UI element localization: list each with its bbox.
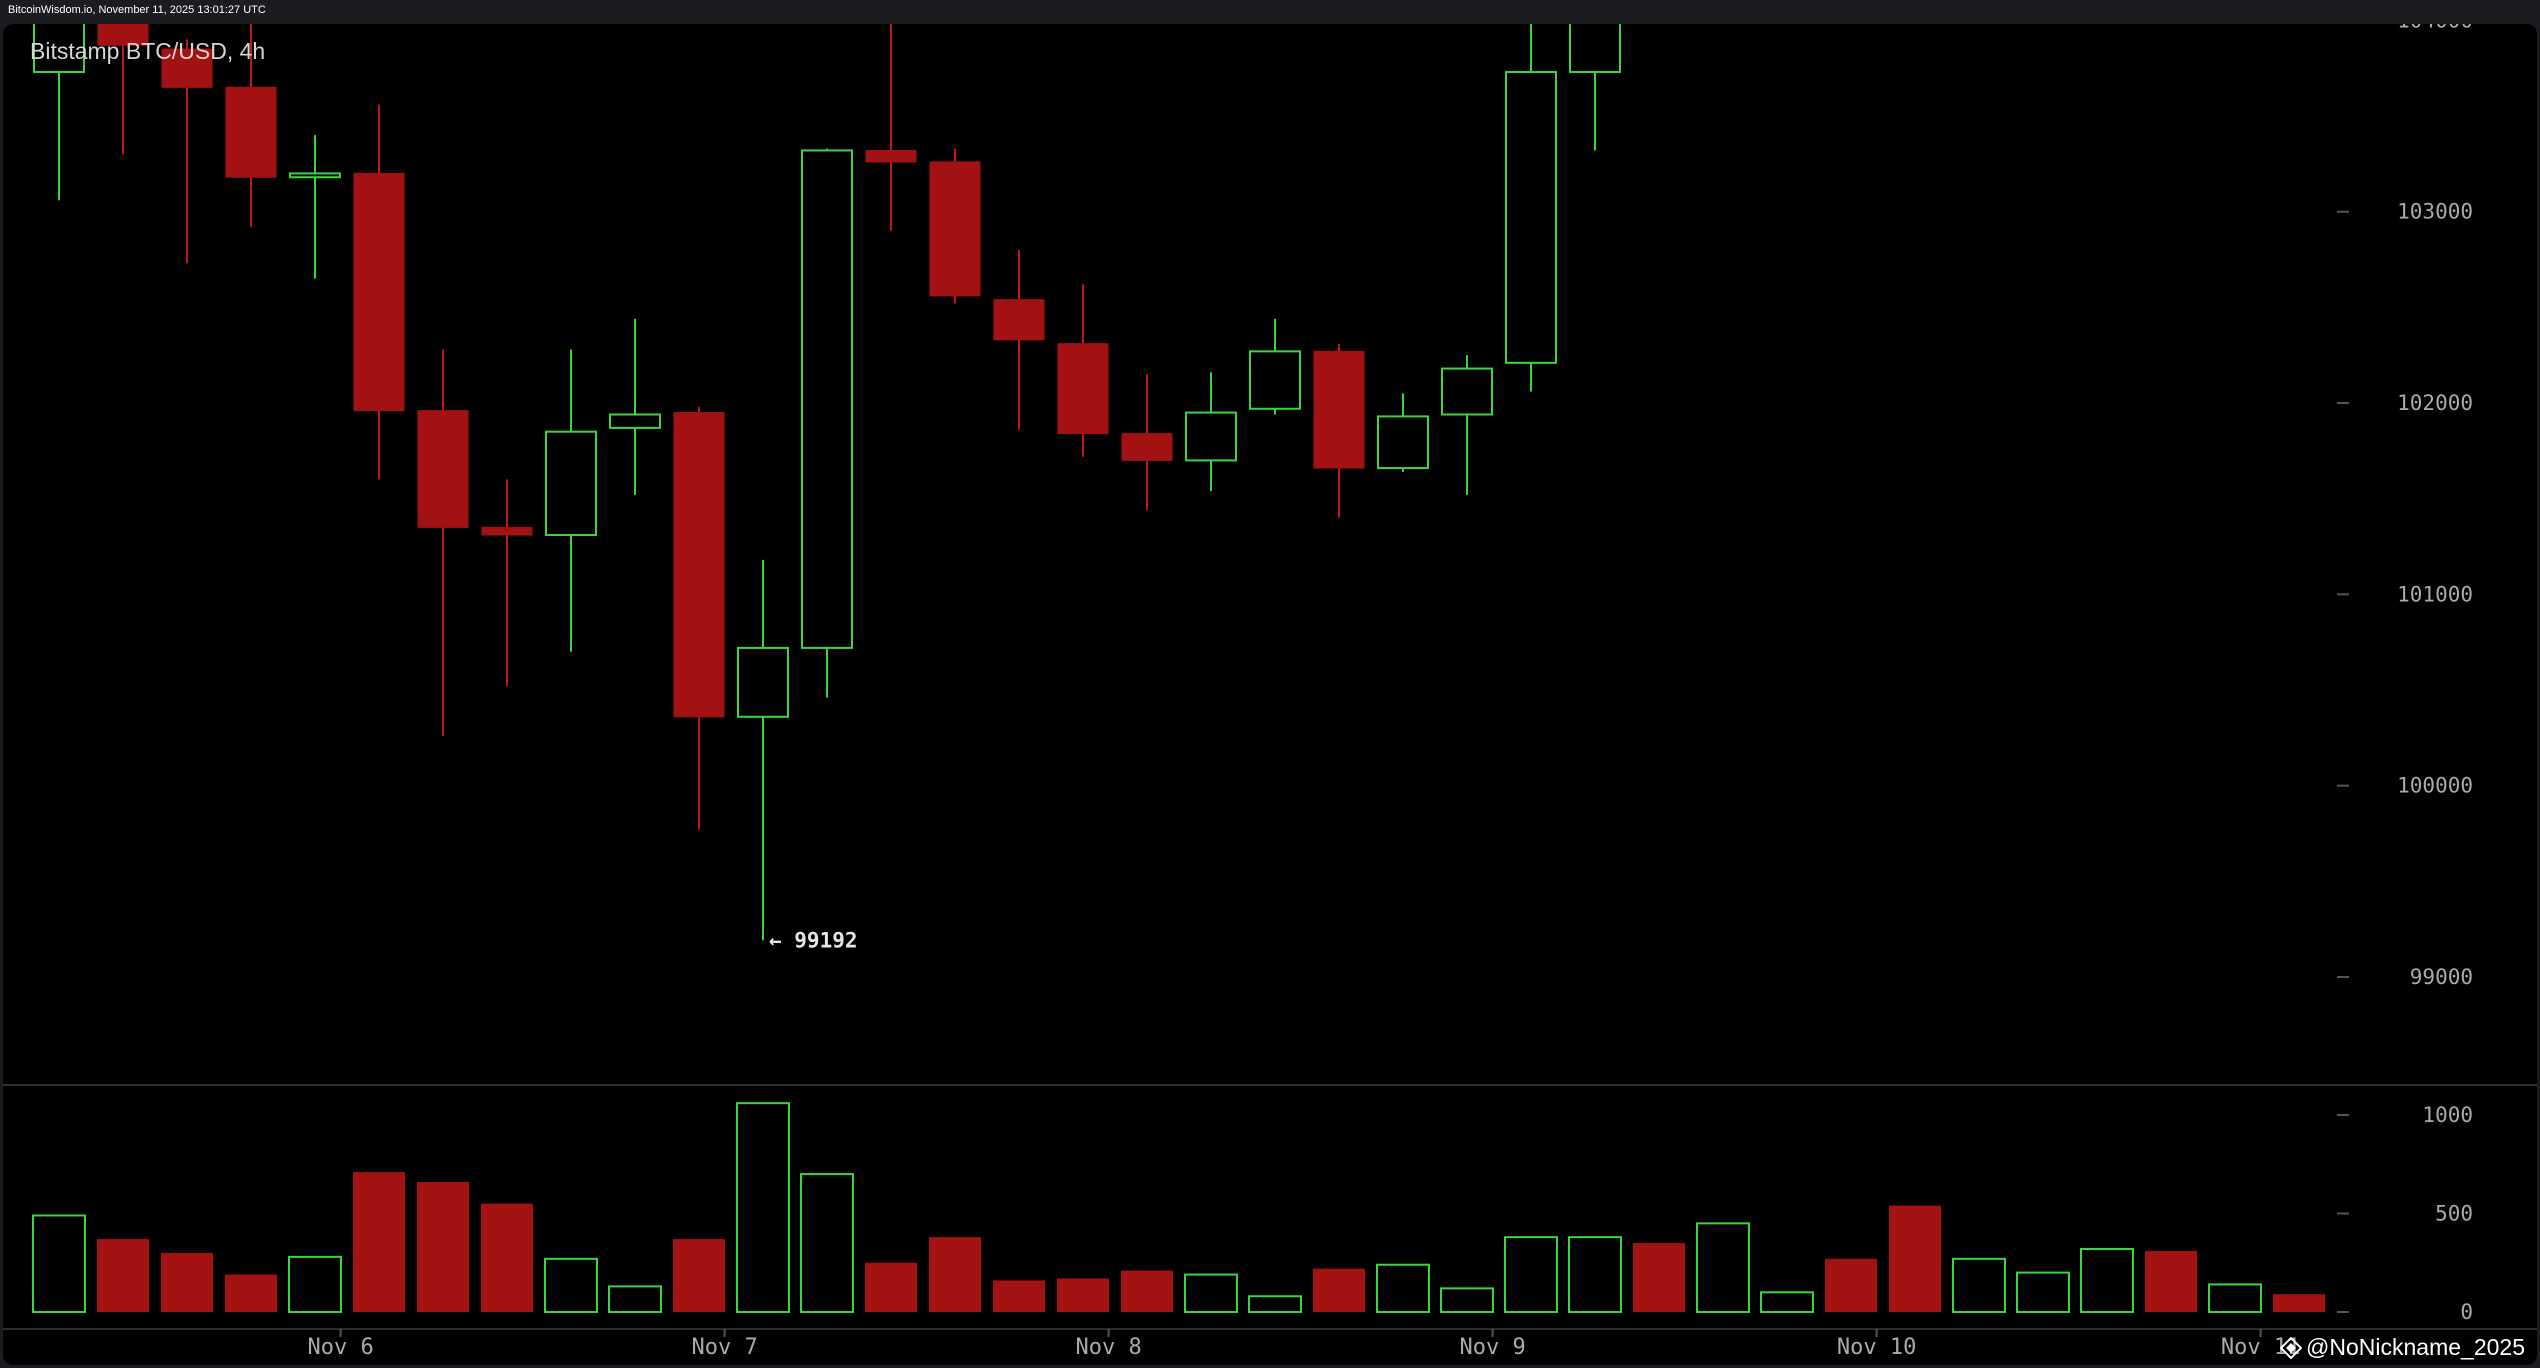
volume-bar-up bbox=[1376, 1263, 1430, 1313]
candlestick-chart: 9900010000010100010200010300010400010500… bbox=[3, 24, 2537, 1360]
diamond-logo-icon bbox=[2280, 1336, 2303, 1359]
candle-body-up bbox=[289, 172, 341, 179]
volume-bar-down bbox=[97, 1239, 149, 1312]
candle-body-down bbox=[1313, 350, 1365, 469]
candle-body-down bbox=[353, 172, 405, 412]
candle-body-up bbox=[1505, 71, 1557, 364]
volume-bar-down bbox=[1825, 1258, 1877, 1312]
volume-bar-down bbox=[225, 1274, 277, 1312]
volume-bar-down bbox=[2145, 1250, 2197, 1312]
price-tick-label: 101000 bbox=[2397, 582, 2473, 606]
candle-body-up bbox=[609, 413, 661, 429]
volume-bar-up bbox=[1568, 1236, 1622, 1314]
x-tick-label: Nov 9 bbox=[1459, 1335, 1525, 1360]
volume-bar-up bbox=[1760, 1291, 1814, 1314]
watermark: @NoNickname_2025 bbox=[2280, 1334, 2525, 1361]
price-tick-label: 104000 bbox=[2397, 24, 2473, 32]
volume-bar-down bbox=[161, 1252, 213, 1312]
volume-bar-down bbox=[1633, 1243, 1685, 1312]
volume-bar-up bbox=[1504, 1236, 1558, 1314]
candle-body-up bbox=[1569, 24, 1621, 74]
volume-bar-up bbox=[1184, 1273, 1238, 1313]
volume-bar-up bbox=[800, 1173, 854, 1313]
candle-body-up bbox=[1377, 415, 1429, 470]
candle-body-down bbox=[865, 149, 917, 163]
volume-bar-down bbox=[929, 1237, 981, 1312]
low-annotation: ← 99192 bbox=[769, 928, 858, 952]
volume-tick-label: 0 bbox=[2460, 1300, 2473, 1324]
volume-bar-down bbox=[1313, 1268, 1365, 1312]
volume-bar-up bbox=[1440, 1287, 1494, 1313]
price-tick-label: 99000 bbox=[2410, 965, 2473, 989]
candle-body-down bbox=[481, 526, 533, 536]
volume-bar-up bbox=[2208, 1283, 2262, 1314]
x-tick-label: Nov 10 bbox=[1837, 1335, 1916, 1360]
volume-bar-down bbox=[1057, 1278, 1109, 1312]
price-tick-label: 100000 bbox=[2397, 774, 2473, 798]
volume-bar-up bbox=[1248, 1295, 1302, 1313]
volume-bar-down bbox=[1121, 1270, 1173, 1312]
x-tick-label: Nov 8 bbox=[1075, 1335, 1141, 1360]
candle-body-down bbox=[993, 299, 1045, 341]
volume-bar-down bbox=[481, 1203, 533, 1312]
candle-body-down bbox=[1121, 433, 1173, 461]
candle-body-down bbox=[1057, 343, 1109, 435]
volume-bar-up bbox=[608, 1285, 662, 1314]
volume-bar-up bbox=[32, 1214, 86, 1313]
candle-body-down bbox=[225, 86, 277, 178]
volume-bar-down bbox=[1889, 1205, 1941, 1312]
candle-body-up bbox=[545, 430, 597, 537]
price-tick-label: 103000 bbox=[2397, 200, 2473, 224]
chart-title: Bitstamp BTC/USD, 4h bbox=[30, 38, 266, 64]
candle-body-down bbox=[417, 410, 469, 528]
volume-bar-up bbox=[544, 1257, 598, 1314]
volume-tick-label: 500 bbox=[2435, 1202, 2473, 1226]
volume-bar-down bbox=[2273, 1294, 2325, 1312]
volume-bar-up bbox=[2080, 1247, 2134, 1313]
chart-panel: 9900010000010100010200010300010400010500… bbox=[3, 24, 2537, 1365]
x-tick-label: Nov 7 bbox=[691, 1335, 757, 1360]
volume-bar-down bbox=[353, 1172, 405, 1312]
volume-bar-down bbox=[673, 1239, 725, 1312]
candle-body-up bbox=[1185, 411, 1237, 462]
volume-bar-up bbox=[736, 1102, 790, 1314]
candle-body-up bbox=[737, 646, 789, 718]
candle-body-down bbox=[929, 161, 981, 297]
candle-body-up bbox=[801, 149, 853, 649]
volume-bar-up bbox=[288, 1255, 342, 1313]
volume-bar-down bbox=[993, 1280, 1045, 1312]
capture-caption: BitcoinWisdom.io, November 11, 2025 13:0… bbox=[8, 4, 266, 16]
x-tick-label: Nov 6 bbox=[307, 1335, 373, 1360]
volume-tick-label: 1000 bbox=[2422, 1103, 2473, 1127]
top-caption-bar: BitcoinWisdom.io, November 11, 2025 13:0… bbox=[0, 0, 2540, 24]
candle-body-down bbox=[97, 24, 149, 46]
candle-body-up bbox=[33, 24, 85, 74]
volume-bar-up bbox=[1696, 1222, 1750, 1313]
volume-bar-down bbox=[865, 1262, 917, 1312]
candle-body-up bbox=[1249, 350, 1301, 410]
volume-bar-down bbox=[417, 1181, 469, 1312]
price-tick-label: 102000 bbox=[2397, 391, 2473, 415]
candle-body-up bbox=[1441, 367, 1493, 416]
candle-body-down bbox=[161, 48, 213, 88]
watermark-text: @NoNickname_2025 bbox=[2306, 1334, 2525, 1360]
volume-bar-up bbox=[1952, 1257, 2006, 1314]
candle-body-down bbox=[673, 412, 725, 718]
volume-bar-up bbox=[2016, 1271, 2070, 1313]
